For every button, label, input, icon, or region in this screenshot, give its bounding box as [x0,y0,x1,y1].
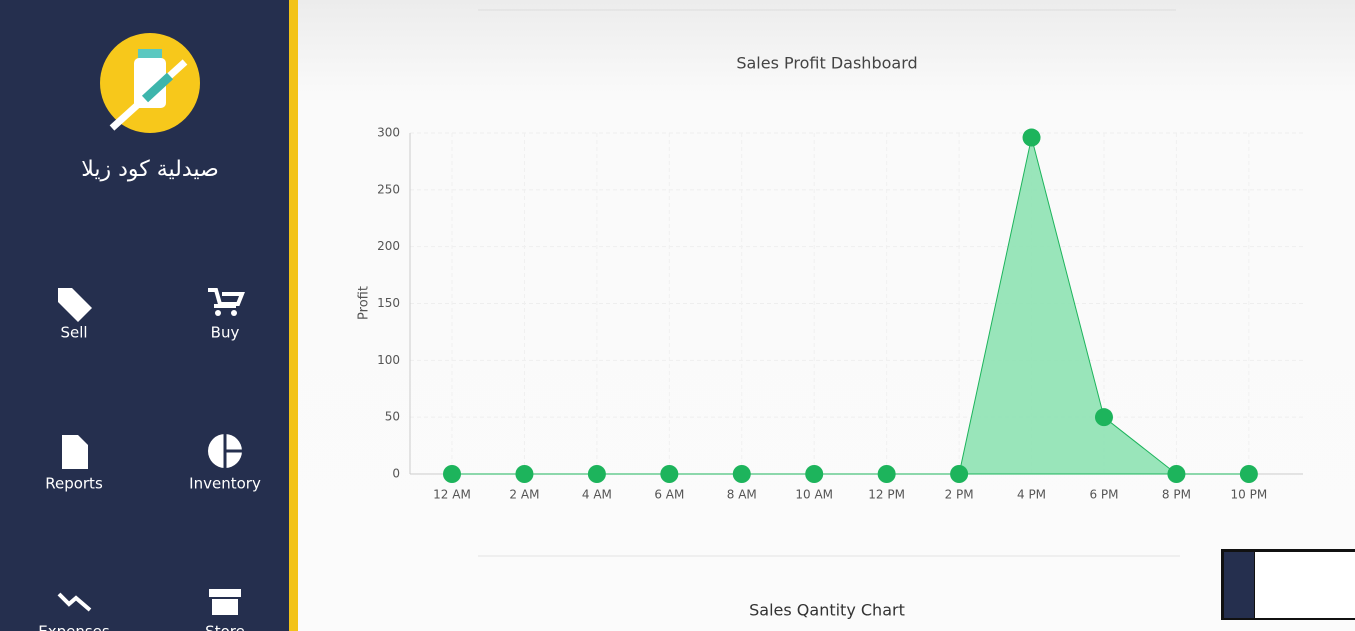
thumbnail-content [1255,552,1355,618]
x-tick-label: 10 AM [795,488,833,502]
y-axis-label: Profit [357,286,372,320]
y-tick-label: 150 [377,296,400,310]
sidebar-edge [289,0,298,631]
x-tick-label: 2 PM [945,488,974,502]
y-tick-label: 250 [377,182,400,196]
main-background [298,0,1355,631]
menu-item[interactable]: Sell [60,324,87,342]
y-tick-label: 0 [392,467,400,481]
buy-icon [215,310,221,316]
sell-icon [58,288,92,322]
menu-icons [57,288,245,615]
x-tick-label: 4 AM [582,488,612,502]
point [805,465,824,483]
x-tick-label: 10 PM [1231,488,1268,502]
menu-item[interactable]: Inventory [189,475,261,493]
pharmacy-name: صيدلية كود زيلا [81,157,219,182]
x-tick-label: 8 PM [1162,488,1191,502]
x-tick-label: 12 AM [433,488,471,502]
x-tick-label: 12 PM [868,488,905,502]
point [1167,465,1186,483]
chart-title: Sales Profit Dashboard [736,54,917,73]
point [877,465,896,483]
y-tick-label: 100 [377,353,400,367]
thumbnail-sidebar [1224,552,1254,618]
point [950,465,969,483]
y-tick-label: 50 [385,410,400,424]
logo-icon [109,49,188,131]
point [732,465,751,483]
x-tick-label: 2 AM [509,488,539,502]
point [443,465,461,483]
point [587,465,606,483]
point [1239,465,1258,483]
expenses-icon [57,592,92,612]
x-tick-label: 8 AM [727,488,757,502]
reports-icon [62,435,88,469]
point [1094,408,1113,427]
inventory-icon [223,434,242,468]
menu-item[interactable]: Store [205,623,245,631]
menu-item[interactable]: Expenses [38,623,110,631]
buy-icon [208,288,245,308]
buy-icon [231,310,237,316]
store-icon [209,589,241,615]
y-tick-label: 300 [377,126,400,140]
x-tick-label: 4 PM [1017,488,1046,502]
point [515,465,534,483]
menu-item[interactable]: Reports [45,475,103,493]
x-tick-label: 6 PM [1089,488,1118,502]
next-chart-title: Sales Qantity Chart [749,601,905,620]
menu-item[interactable]: Buy [211,324,240,342]
x-tick-label: 6 AM [654,488,684,502]
point [1022,128,1041,147]
y-tick-label: 200 [377,239,400,253]
point [660,465,679,483]
